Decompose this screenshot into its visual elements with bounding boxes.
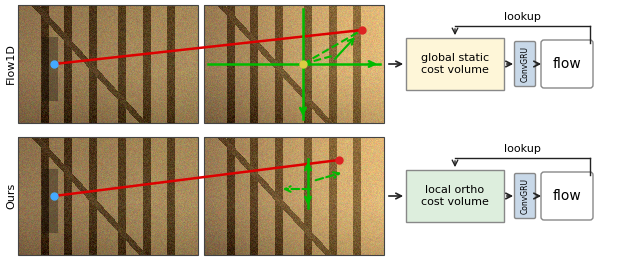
Text: Flow1D: Flow1D [6,44,16,84]
Text: global static
cost volume: global static cost volume [421,53,489,75]
FancyBboxPatch shape [515,41,535,86]
Text: local ortho
cost volume: local ortho cost volume [421,185,489,207]
Text: lookup: lookup [504,12,541,22]
Text: flow: flow [553,57,582,71]
FancyBboxPatch shape [406,38,504,90]
FancyBboxPatch shape [406,170,504,222]
FancyBboxPatch shape [541,172,593,220]
FancyBboxPatch shape [541,40,593,88]
FancyBboxPatch shape [515,173,535,218]
Text: flow: flow [553,189,582,203]
Text: ConvGRU: ConvGRU [520,178,530,214]
Text: lookup: lookup [504,144,541,154]
Text: ConvGRU: ConvGRU [520,46,530,82]
Text: Ours: Ours [6,183,16,209]
